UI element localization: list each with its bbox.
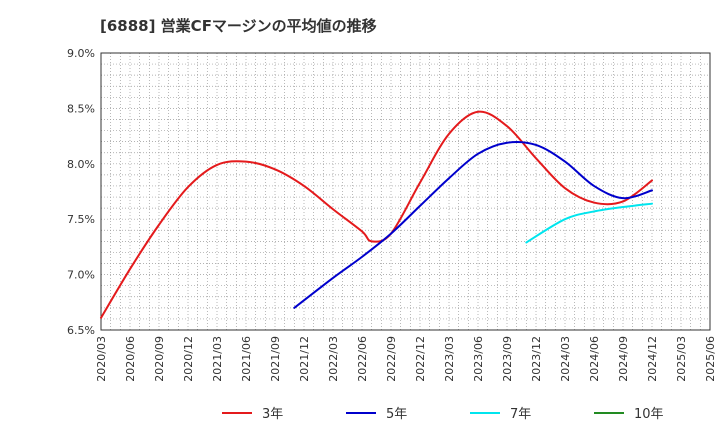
x-axis: 2020/03 2020/06 2020/09 2020/12 2021/03 2021/… [95,336,717,382]
legend-label-3: 7年 [510,407,531,422]
y-tick-label: 6.5% [67,324,95,337]
x-tick-label: 2024/03 [559,336,572,382]
legend-label-4: 10年 [634,407,664,422]
x-tick-label: 2025/06 [704,336,717,382]
series-line-1 [100,110,653,319]
y-axis: 6.5% 7.0% 7.5% 8.0% 8.5% 9.0% [67,47,95,337]
chart-grid [100,52,711,331]
x-tick-label: 2020/12 [182,336,195,382]
x-tick-label: 2020/03 [95,336,108,382]
legend-label-2: 5年 [386,407,407,422]
x-tick-label: 2022/03 [327,336,340,382]
y-tick-label: 7.0% [67,269,95,282]
x-tick-label: 2025/03 [675,336,688,382]
y-tick-label: 9.0% [67,47,95,60]
y-tick-label: 7.5% [67,213,95,226]
plot-area [100,110,653,319]
series-line-3 [525,202,653,244]
x-tick-label: 2023/06 [472,336,485,382]
x-tick-label: 2021/03 [211,336,224,382]
x-tick-label: 2024/09 [617,336,630,382]
x-tick-label: 2024/06 [588,336,601,382]
x-tick-label: 2020/09 [153,336,166,382]
x-tick-label: 2021/06 [240,336,253,382]
x-tick-label: 2023/09 [501,336,514,382]
x-tick-label: 2022/06 [356,336,369,382]
x-tick-label: 2024/12 [646,336,659,382]
x-tick-label: 2021/12 [298,336,311,382]
x-tick-label: 2021/09 [269,336,282,382]
series-line-2 [293,140,653,309]
x-tick-label: 2022/12 [414,336,427,382]
x-tick-label: 2023/12 [530,336,543,382]
y-tick-label: 8.0% [67,158,95,171]
x-tick-label: 2022/09 [385,336,398,382]
chart-title: [6888] 営業CFマージンの平均値の推移 [100,17,377,35]
legend: 3年 5年 7年 10年 [222,407,664,422]
x-tick-label: 2023/03 [443,336,456,382]
x-tick-label: 2020/06 [124,336,137,382]
plot-border [100,52,711,331]
y-tick-label: 8.5% [67,102,95,115]
legend-label-1: 3年 [262,407,283,422]
